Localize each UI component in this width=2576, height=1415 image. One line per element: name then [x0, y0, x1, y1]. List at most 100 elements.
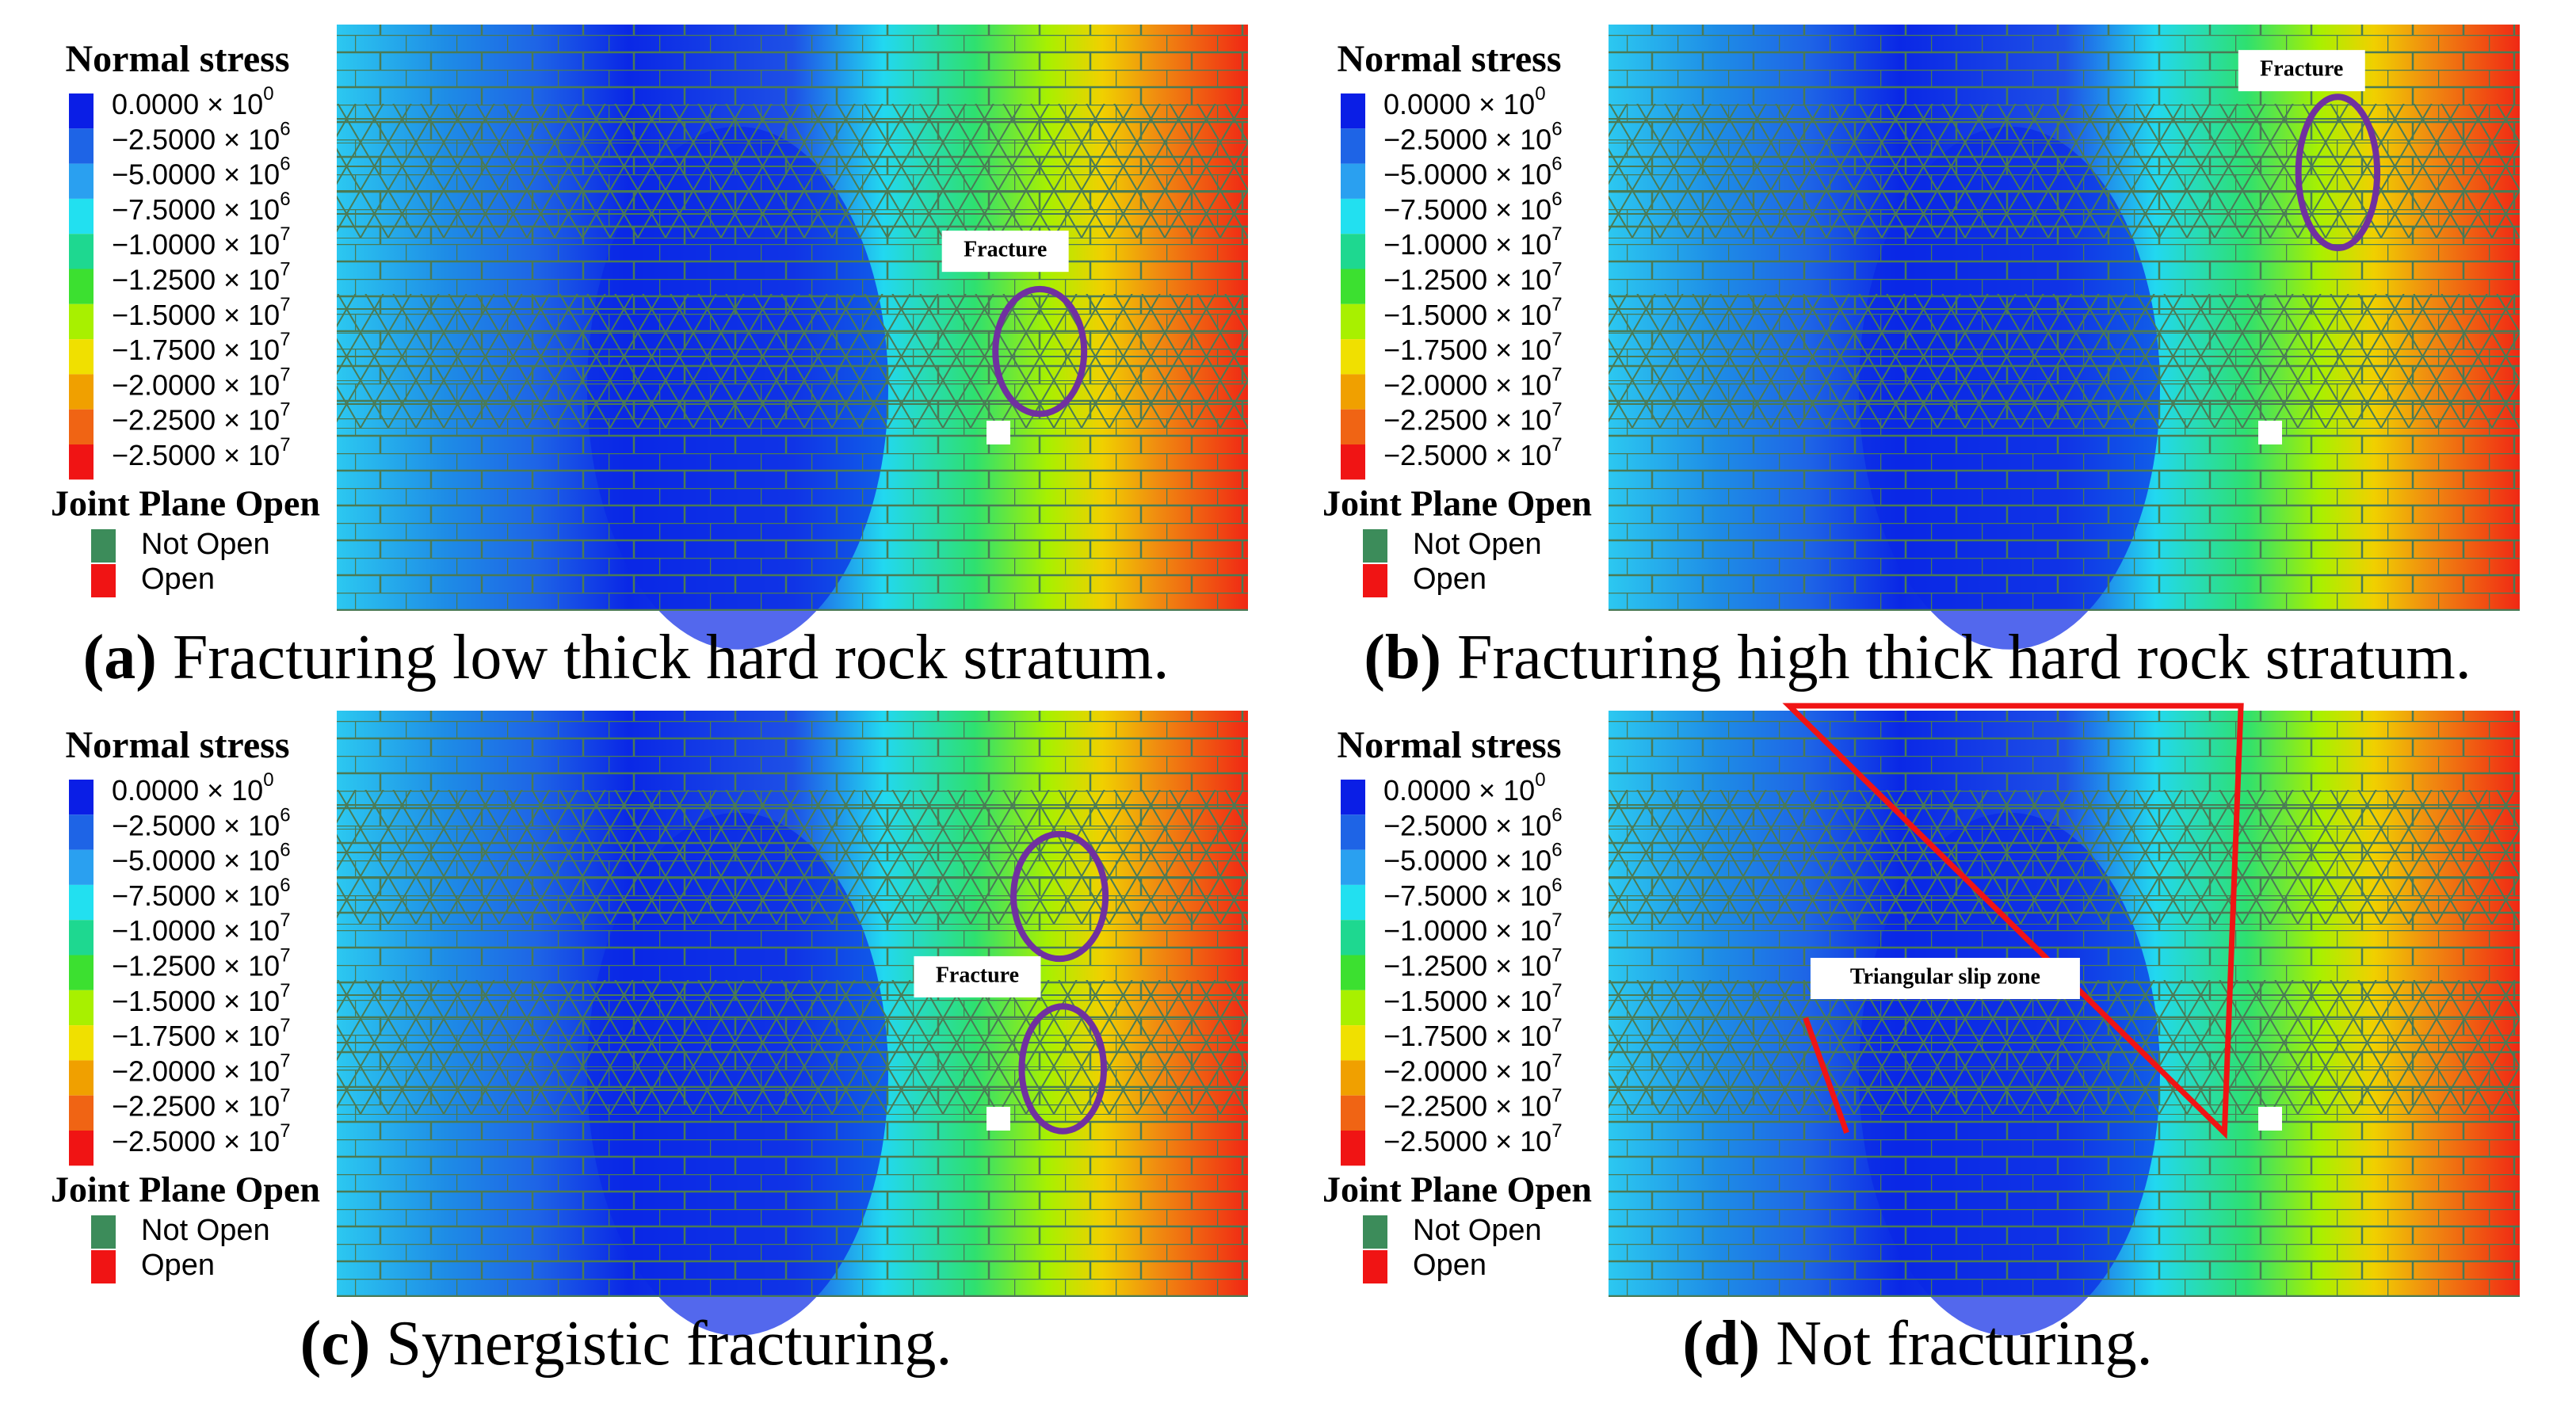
label-mantissa: −1.7500 × 10	[112, 1020, 280, 1052]
legend-label: −5.0000 × 106	[112, 840, 291, 876]
label-mantissa: −1.0000 × 10	[1383, 914, 1551, 947]
legend-label: −1.7500 × 107	[1383, 1015, 1563, 1051]
joint-label: Not Open	[141, 528, 270, 561]
legend-label: −2.2500 × 107	[112, 1085, 291, 1122]
legend-label: −1.0000 × 107	[1383, 224, 1563, 261]
label-mantissa: −5.0000 × 10	[112, 158, 280, 190]
label-mantissa: −1.2500 × 10	[112, 263, 280, 296]
label-exponent: 6	[1551, 119, 1562, 140]
fracture-ellipse	[1018, 1003, 1108, 1135]
legend-label: 0.0000 × 100	[112, 769, 274, 806]
annotation-box	[1810, 957, 2080, 999]
legend-label: −2.5000 × 107	[112, 434, 291, 471]
label-mantissa: −5.0000 × 10	[112, 844, 280, 876]
legend-label: −7.5000 × 106	[112, 875, 291, 911]
stress-image	[337, 25, 1248, 650]
joint-label: Not Open	[141, 1214, 270, 1247]
label-mantissa: −2.5000 × 10	[1383, 809, 1551, 841]
legend-swatch	[1341, 849, 1365, 885]
annotation: Fracture	[936, 963, 1019, 987]
label-exponent: 0	[1535, 769, 1545, 791]
legend-swatch	[69, 128, 93, 164]
legend-swatch	[69, 1060, 93, 1096]
label-mantissa: −1.5000 × 10	[112, 298, 280, 330]
annotation-box	[941, 231, 1069, 273]
legend-swatch	[1341, 1025, 1365, 1061]
legend-swatch	[69, 234, 93, 269]
slip-zone-triangle	[1782, 703, 2244, 1139]
label-mantissa: −5.0000 × 10	[1383, 844, 1551, 876]
mesh-layer	[1609, 104, 2520, 238]
legend-swatch	[69, 374, 93, 410]
mesh-layer	[337, 790, 1248, 925]
label-mantissa: −2.5000 × 10	[1383, 439, 1551, 471]
label-mantissa: −1.0000 × 10	[112, 228, 280, 261]
legend-label: −1.2500 × 107	[112, 945, 291, 982]
label-mantissa: −2.0000 × 10	[112, 368, 280, 401]
legend-swatch	[69, 849, 93, 885]
label-exponent: 7	[1551, 224, 1562, 246]
legend-label: −2.2500 × 107	[112, 399, 291, 436]
label-exponent: 7	[1551, 910, 1562, 932]
legend-label: −1.5000 × 107	[1383, 294, 1563, 330]
label-exponent: 7	[1551, 294, 1562, 315]
legend-label: −2.0000 × 107	[112, 1051, 291, 1087]
label-mantissa: −1.7500 × 10	[112, 334, 280, 366]
mesh-layer	[337, 104, 1248, 238]
legend-swatch	[1341, 303, 1365, 340]
label-exponent: 7	[280, 910, 290, 932]
legend-swatch	[1341, 409, 1365, 444]
legend-label: 0.0000 × 100	[1383, 769, 1546, 806]
legend-label: −2.2500 × 107	[1383, 1085, 1563, 1122]
legend-label: −1.5000 × 107	[1383, 980, 1563, 1016]
label-mantissa: −2.5000 × 10	[112, 123, 280, 155]
legend-swatch	[69, 93, 93, 129]
joint-label: Not Open	[1413, 528, 1542, 561]
legend-swatch	[69, 920, 93, 955]
legend-label: −2.0000 × 107	[1383, 364, 1563, 401]
label-exponent: 7	[1551, 364, 1562, 386]
label-mantissa: −2.2500 × 10	[112, 403, 280, 436]
roadway	[987, 421, 1010, 444]
caption-text: Fracturing high thick hard rock stratum.	[1457, 623, 2471, 692]
label-mantissa: −1.2500 × 10	[1383, 263, 1551, 296]
legend-label: −5.0000 × 106	[1383, 840, 1563, 876]
legend-swatch	[1341, 128, 1365, 164]
label-mantissa: −2.2500 × 10	[1383, 1089, 1551, 1122]
joint-swatch	[91, 1215, 116, 1249]
label-exponent: 7	[280, 945, 290, 967]
joint-label: Not Open	[1413, 1214, 1542, 1247]
legend-swatch	[1341, 269, 1365, 304]
label-exponent: 7	[1551, 399, 1562, 421]
label-mantissa: −1.5000 × 10	[112, 984, 280, 1016]
label-exponent: 6	[280, 875, 290, 896]
label-exponent: 6	[280, 119, 290, 140]
legend-label: −1.0000 × 107	[112, 910, 291, 947]
legend-swatch	[1341, 955, 1365, 990]
label-exponent: 6	[1551, 875, 1562, 896]
label-exponent: 7	[280, 399, 290, 421]
mesh-layer	[1609, 790, 2520, 925]
label-mantissa: −1.5000 × 10	[1383, 298, 1551, 330]
caption-label: (c)	[300, 1309, 371, 1379]
legend-label: −2.5000 × 107	[1383, 434, 1563, 471]
legend-swatch	[69, 990, 93, 1026]
legend-swatch	[69, 780, 93, 815]
label-mantissa: −2.5000 × 10	[112, 439, 280, 471]
stress-image	[337, 711, 1248, 1336]
label-exponent: 7	[1551, 1051, 1562, 1072]
joint-swatch	[1363, 564, 1387, 597]
slip-line	[1803, 1016, 1849, 1135]
label-exponent: 7	[1551, 259, 1562, 280]
legend-label: −2.5000 × 106	[1383, 805, 1563, 841]
label-mantissa: −7.5000 × 10	[112, 193, 280, 225]
label-exponent: 7	[280, 259, 290, 280]
legend-swatch	[69, 1025, 93, 1061]
label-mantissa: 0.0000 × 10	[1383, 88, 1535, 120]
label-mantissa: −2.2500 × 10	[1383, 403, 1551, 436]
legend-label: −2.5000 × 106	[112, 119, 291, 155]
joint-swatch	[91, 529, 116, 563]
legend-title: Normal stress	[65, 38, 289, 80]
legend-label: −2.0000 × 107	[1383, 1051, 1563, 1087]
